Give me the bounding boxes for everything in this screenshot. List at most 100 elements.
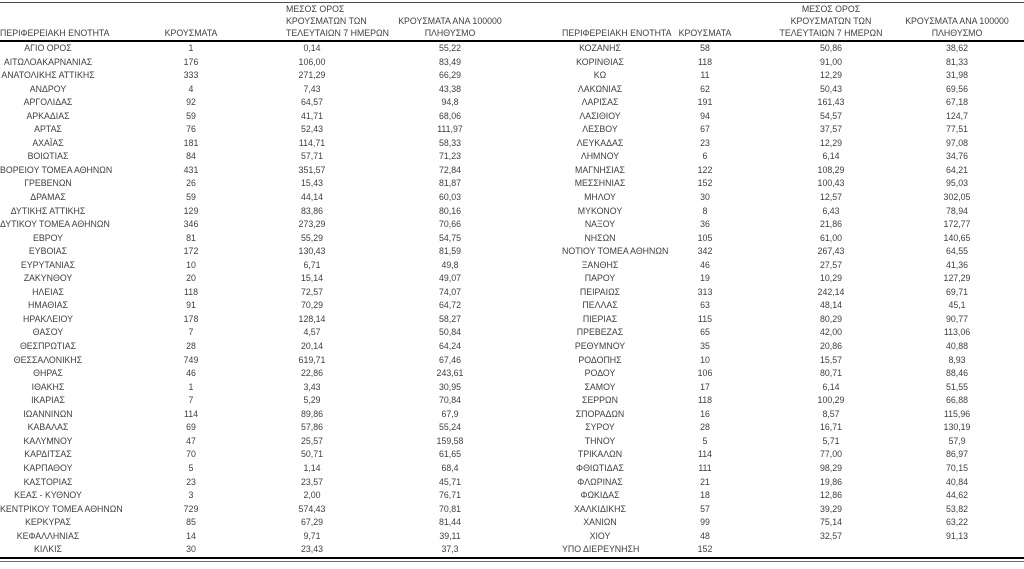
cell-cases-left: 47 xyxy=(186,435,196,446)
cell-region-right: ΝΑΞΟΥ xyxy=(584,219,616,230)
cell-avg7-left: 574,43 xyxy=(298,503,326,514)
col-header-cases-left: ΚΡΟΥΣΜΑΤΑ xyxy=(96,3,286,42)
cell-avg7-left: 41,71 xyxy=(300,110,323,121)
cell-avg7-left: 4,57 xyxy=(303,327,321,338)
cell-per100k-left: 159,58 xyxy=(436,435,464,446)
cell-region-left: ΚΕΑΣ - ΚΥΘΝΟΥ xyxy=(14,490,82,501)
cell-region-right: ΛΑΚΩΝΙΑΣ xyxy=(577,83,623,94)
cell-avg7-right: 10,29 xyxy=(819,273,842,284)
cell-per100k-left: 39,11 xyxy=(439,530,461,541)
cell-per100k-left: 243,61 xyxy=(436,368,464,379)
table-header: ΠΕΡΙΦΕΡΕΙΑΚΗ ΕΝΟΤΗΤΑ ΚΡΟΥΣΜΑΤΑ ΜΕΣΟΣ ΟΡΟ… xyxy=(0,3,1024,42)
table-row: ΕΥΡΥΤΑΝΙΑΣ 10 6,71 49,8 ΞΑΝΘΗΣ 46 27,57 41,36 xyxy=(0,259,1024,273)
cell-avg7-right: 50,86 xyxy=(819,43,842,53)
cell-avg7-left: 3,43 xyxy=(303,381,321,392)
bottom-rule xyxy=(0,556,1024,562)
cell-region-right: ΝΗΣΩΝ xyxy=(584,232,616,243)
cell-per100k-left: 58,33 xyxy=(438,137,461,148)
cell-avg7-right: 6,43 xyxy=(822,205,840,216)
cell-avg7-left: 64,57 xyxy=(300,97,323,108)
header-label: ΚΡΟΥΣΜΑΤΑ xyxy=(164,28,218,39)
cell-avg7-right: 39,29 xyxy=(819,503,842,514)
cell-per100k-right: 8,93 xyxy=(948,354,966,365)
cell-avg7-right: 42,00 xyxy=(819,327,842,338)
cell-per100k-left: 60,03 xyxy=(438,192,461,203)
cell-avg7-right: 8,57 xyxy=(822,408,840,419)
col-header-avg7-right: ΜΕΣΟΣ ΟΡΟΣ ΚΡΟΥΣΜΑΤΩΝ ΤΩΝ ΤΕΛΕΥΤΑΙΩΝ 7 Η… xyxy=(772,3,890,42)
cell-per100k-left: 37,3 xyxy=(441,544,459,555)
cell-avg7-right: 12,57 xyxy=(819,192,842,203)
table-row: ΚΙΛΚΙΣ 30 23,43 37,3 ΥΠΟ ΔΙΕΡΕΥΝΗΣΗ 152 xyxy=(0,543,1024,557)
cell-per100k-right: 115,96 xyxy=(943,408,971,419)
cell-per100k-left: 68,06 xyxy=(438,110,461,121)
cell-avg7-right: 5,71 xyxy=(822,435,840,446)
cell-cases-left: 10 xyxy=(186,259,196,270)
cell-per100k-left: 80,16 xyxy=(438,205,461,216)
cell-avg7-left: 7,43 xyxy=(303,83,321,94)
cell-region-right: ΠΑΡΟΥ xyxy=(584,273,616,284)
cell-cases-left: 729 xyxy=(183,503,199,514)
cell-avg7-right: 61,00 xyxy=(819,232,842,243)
cell-avg7-right: 98,29 xyxy=(819,462,842,473)
cell-cases-right: 18 xyxy=(700,490,710,501)
cell-avg7-left: 0,14 xyxy=(303,43,321,53)
col-header-region-right: ΠΕΡΙΦΕΡΕΙΑΚΗ ΕΝΟΤΗΤΑ xyxy=(562,3,672,42)
cell-cases-left: 59 xyxy=(186,110,196,121)
cell-per100k-right: 91,13 xyxy=(945,530,968,541)
cell-per100k-right: 113,06 xyxy=(943,327,971,338)
cell-region-left: ΚΑΒΑΛΑΣ xyxy=(27,422,69,433)
cell-per100k-left: 68,4 xyxy=(441,462,459,473)
cell-per100k-right: 44,62 xyxy=(945,490,968,501)
cell-avg7-left: 23,43 xyxy=(300,544,323,555)
table-row: ΑΓΙΟ ΟΡΟΣ 1 0,14 55,22 ΚΟΖΑΝΗΣ 58 50,86 38,62 xyxy=(0,41,1024,56)
cell-avg7-left: 130,43 xyxy=(298,246,326,257)
cell-region-left: ΙΩΑΝΝΙΝΩΝ xyxy=(23,408,73,419)
cell-cases-right: 57 xyxy=(700,503,710,514)
cell-per100k-right: 66,88 xyxy=(945,395,968,406)
cell-per100k-right: 31,98 xyxy=(945,70,968,81)
cell-per100k-right: 40,84 xyxy=(945,476,968,487)
cell-avg7-left: 50,71 xyxy=(300,449,323,460)
cell-cases-right: 111 xyxy=(698,462,712,473)
cell-cases-left: 118 xyxy=(183,286,199,297)
table-row: ΗΛΕΙΑΣ 118 72,57 74,07 ΠΕΙΡΑΙΩΣ 313 242,14 69,7… xyxy=(0,286,1024,300)
table-row: ΙΘΑΚΗΣ 1 3,43 30,95 ΣΑΜΟΥ 17 6,14 51,55 xyxy=(0,381,1024,395)
cell-per100k-left: 72,84 xyxy=(438,164,461,175)
table-row: ΙΩΑΝΝΙΝΩΝ 114 89,86 67,9 ΣΠΟΡΑΔΩΝ 16 8,57 115,9… xyxy=(0,408,1024,422)
table-row: ΚΑΒΑΛΑΣ 69 57,86 55,24 ΣΥΡΟΥ 28 16,71 130,19 xyxy=(0,421,1024,435)
cell-per100k-right: 38,62 xyxy=(945,43,968,53)
cell-avg7-left: 2,00 xyxy=(303,490,321,501)
table-row: ΖΑΚΥΝΘΟΥ 20 15,14 49,07 ΠΑΡΟΥ 19 10,29 127,29 xyxy=(0,272,1024,286)
cell-per100k-right: 34,76 xyxy=(945,151,968,162)
cell-per100k-left: 61,65 xyxy=(438,449,461,460)
cell-avg7-left: 83,86 xyxy=(300,205,323,216)
cell-per100k-left: 54,75 xyxy=(438,232,461,243)
table-row: ΘΕΣΣΑΛΟΝΙΚΗΣ 749 619,71 67,46 ΡΟΔΟΠΗΣ 10 15,57… xyxy=(0,354,1024,368)
cell-region-right: ΦΘΙΩΤΙΔΑΣ xyxy=(576,462,624,473)
cell-cases-right: 106 xyxy=(697,368,713,379)
cell-avg7-left: 67,29 xyxy=(300,517,323,528)
cell-cases-left: 749 xyxy=(183,354,199,365)
cell-avg7-right: 20,86 xyxy=(819,341,842,352)
cell-per100k-left: 49,8 xyxy=(441,259,459,270)
cell-region-left: ΚΕΡΚΥΡΑΣ xyxy=(25,517,71,528)
cell-avg7-left: 114,71 xyxy=(298,137,326,148)
cell-avg7-left: 5,29 xyxy=(303,395,321,406)
cell-avg7-right: 77,00 xyxy=(819,449,842,460)
cell-per100k-right: 86,97 xyxy=(945,449,968,460)
cell-per100k-right: 95,03 xyxy=(945,178,968,189)
cell-avg7-left: 55,29 xyxy=(300,232,323,243)
cell-region-right: ΛΕΣΒΟΥ xyxy=(582,124,618,135)
cell-avg7-right: 32,57 xyxy=(819,530,842,541)
cell-per100k-left: 43,38 xyxy=(438,83,461,94)
cell-cases-left: 346 xyxy=(183,219,199,230)
cell-cases-right: 67 xyxy=(700,124,710,135)
cell-cases-left: 14 xyxy=(186,530,196,541)
header-label-line: ΜΕΣΟΣ ΟΡΟΣ xyxy=(286,4,345,15)
cell-region-left: ΗΛΕΙΑΣ xyxy=(32,286,64,297)
cell-region-left: ΘΕΣΣΑΛΟΝΙΚΗΣ xyxy=(13,354,83,365)
col-header-avg7-left: ΜΕΣΟΣ ΟΡΟΣ ΚΡΟΥΣΜΑΤΩΝ ΤΩΝ ΤΕΛΕΥΤΑΙΩΝ 7 Η… xyxy=(286,3,389,42)
cell-avg7-right: 50,43 xyxy=(819,83,842,94)
cell-avg7-right: 12,86 xyxy=(819,490,842,501)
table-row: ΑΧΑΪΑΣ 181 114,71 58,33 ΛΕΥΚΑΔΑΣ 23 12,29 97,08 xyxy=(0,137,1024,151)
